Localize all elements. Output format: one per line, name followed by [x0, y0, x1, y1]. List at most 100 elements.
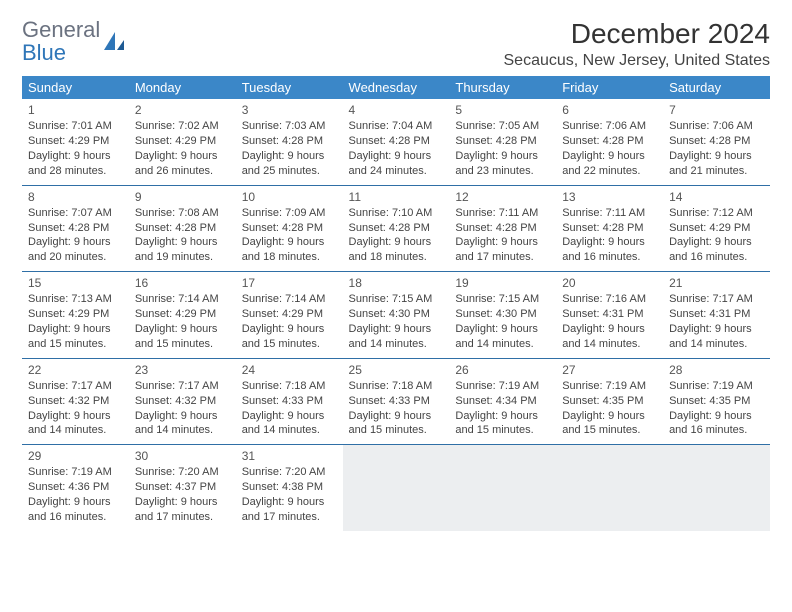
calendar-day-cell: 17Sunrise: 7:14 AMSunset: 4:29 PMDayligh… [236, 272, 343, 359]
sunrise-line: Sunrise: 7:16 AM [562, 292, 657, 307]
calendar-empty-cell [343, 445, 450, 531]
day-number: 19 [455, 275, 550, 291]
sunrise-line: Sunrise: 7:08 AM [135, 206, 230, 221]
sunset-line: Sunset: 4:28 PM [28, 221, 123, 236]
day-number: 30 [135, 448, 230, 464]
calendar-day-cell: 6Sunrise: 7:06 AMSunset: 4:28 PMDaylight… [556, 99, 663, 185]
calendar-day-cell: 15Sunrise: 7:13 AMSunset: 4:29 PMDayligh… [22, 272, 129, 359]
day-number: 8 [28, 189, 123, 205]
day-number: 18 [349, 275, 444, 291]
sunrise-line: Sunrise: 7:01 AM [28, 119, 123, 134]
sunset-line: Sunset: 4:35 PM [669, 394, 764, 409]
day-number: 31 [242, 448, 337, 464]
daylight-line: Daylight: 9 hours and 16 minutes. [669, 235, 764, 265]
sunrise-line: Sunrise: 7:06 AM [562, 119, 657, 134]
sunrise-line: Sunrise: 7:18 AM [242, 379, 337, 394]
sunrise-line: Sunrise: 7:19 AM [28, 465, 123, 480]
sunset-line: Sunset: 4:32 PM [28, 394, 123, 409]
day-number: 11 [349, 189, 444, 205]
title-block: December 2024 Secaucus, New Jersey, Unit… [504, 18, 771, 70]
daylight-line: Daylight: 9 hours and 28 minutes. [28, 149, 123, 179]
daylight-line: Daylight: 9 hours and 16 minutes. [28, 495, 123, 525]
calendar-day-cell: 27Sunrise: 7:19 AMSunset: 4:35 PMDayligh… [556, 358, 663, 445]
sunrise-line: Sunrise: 7:15 AM [349, 292, 444, 307]
day-number: 1 [28, 102, 123, 118]
weekday-header: Thursday [449, 76, 556, 99]
weekday-header: Saturday [663, 76, 770, 99]
day-number: 10 [242, 189, 337, 205]
sunset-line: Sunset: 4:36 PM [28, 480, 123, 495]
calendar-day-cell: 19Sunrise: 7:15 AMSunset: 4:30 PMDayligh… [449, 272, 556, 359]
daylight-line: Daylight: 9 hours and 19 minutes. [135, 235, 230, 265]
daylight-line: Daylight: 9 hours and 15 minutes. [349, 409, 444, 439]
daylight-line: Daylight: 9 hours and 18 minutes. [242, 235, 337, 265]
day-number: 28 [669, 362, 764, 378]
day-number: 24 [242, 362, 337, 378]
daylight-line: Daylight: 9 hours and 24 minutes. [349, 149, 444, 179]
day-number: 23 [135, 362, 230, 378]
sunset-line: Sunset: 4:37 PM [135, 480, 230, 495]
sunset-line: Sunset: 4:28 PM [455, 134, 550, 149]
day-number: 26 [455, 362, 550, 378]
calendar-day-cell: 3Sunrise: 7:03 AMSunset: 4:28 PMDaylight… [236, 99, 343, 185]
sunset-line: Sunset: 4:31 PM [669, 307, 764, 322]
daylight-line: Daylight: 9 hours and 15 minutes. [28, 322, 123, 352]
daylight-line: Daylight: 9 hours and 14 minutes. [242, 409, 337, 439]
logo-sail-icon [102, 30, 128, 52]
day-number: 16 [135, 275, 230, 291]
daylight-line: Daylight: 9 hours and 17 minutes. [242, 495, 337, 525]
calendar-day-cell: 28Sunrise: 7:19 AMSunset: 4:35 PMDayligh… [663, 358, 770, 445]
daylight-line: Daylight: 9 hours and 14 minutes. [562, 322, 657, 352]
day-number: 17 [242, 275, 337, 291]
calendar-day-cell: 14Sunrise: 7:12 AMSunset: 4:29 PMDayligh… [663, 185, 770, 272]
sunrise-line: Sunrise: 7:06 AM [669, 119, 764, 134]
day-number: 7 [669, 102, 764, 118]
calendar-day-cell: 5Sunrise: 7:05 AMSunset: 4:28 PMDaylight… [449, 99, 556, 185]
day-number: 14 [669, 189, 764, 205]
sunrise-line: Sunrise: 7:14 AM [242, 292, 337, 307]
daylight-line: Daylight: 9 hours and 14 minutes. [135, 409, 230, 439]
sunrise-line: Sunrise: 7:11 AM [562, 206, 657, 221]
calendar-week-row: 22Sunrise: 7:17 AMSunset: 4:32 PM Dayligh… [22, 358, 770, 445]
sunset-line: Sunset: 4:35 PM [562, 394, 657, 409]
calendar-day-cell: 25Sunrise: 7:18 AMSunset: 4:33 PMDayligh… [343, 358, 450, 445]
daylight-line: Daylight: 9 hours and 25 minutes. [242, 149, 337, 179]
day-number: 2 [135, 102, 230, 118]
calendar-day-cell: 26Sunrise: 7:19 AMSunset: 4:34 PMDayligh… [449, 358, 556, 445]
sunset-line: Sunset: 4:30 PM [455, 307, 550, 322]
calendar-week-row: 8Sunrise: 7:07 AMSunset: 4:28 PMDaylight… [22, 185, 770, 272]
day-number: 6 [562, 102, 657, 118]
daylight-line: Daylight: 9 hours and 22 minutes. [562, 149, 657, 179]
logo-line2: Blue [22, 40, 66, 65]
sunrise-line: Sunrise: 7:03 AM [242, 119, 337, 134]
calendar-week-row: 1Sunrise: 7:01 AMSunset: 4:29 PMDaylight… [22, 99, 770, 185]
day-number: 27 [562, 362, 657, 378]
sunset-line: Sunset: 4:29 PM [28, 307, 123, 322]
weekday-header: Monday [129, 76, 236, 99]
calendar-empty-cell [663, 445, 770, 531]
sunset-line: Sunset: 4:29 PM [28, 134, 123, 149]
calendar-day-cell: 1Sunrise: 7:01 AMSunset: 4:29 PMDaylight… [22, 99, 129, 185]
daylight-line: Daylight: 9 hours and 16 minutes. [562, 235, 657, 265]
calendar-day-cell: 12Sunrise: 7:11 AMSunset: 4:28 PMDayligh… [449, 185, 556, 272]
sunset-line: Sunset: 4:33 PM [242, 394, 337, 409]
sunset-line: Sunset: 4:34 PM [455, 394, 550, 409]
sunrise-line: Sunrise: 7:18 AM [349, 379, 444, 394]
day-number: 21 [669, 275, 764, 291]
sunset-line: Sunset: 4:29 PM [669, 221, 764, 236]
sunrise-line: Sunrise: 7:20 AM [135, 465, 230, 480]
sunrise-line: Sunrise: 7:05 AM [455, 119, 550, 134]
daylight-line: Daylight: 9 hours and 17 minutes. [135, 495, 230, 525]
sunrise-line: Sunrise: 7:04 AM [349, 119, 444, 134]
sunrise-line: Sunrise: 7:07 AM [28, 206, 123, 221]
sunset-line: Sunset: 4:28 PM [135, 221, 230, 236]
daylight-line: Daylight: 9 hours and 15 minutes. [242, 322, 337, 352]
sunrise-line: Sunrise: 7:17 AM [28, 379, 123, 394]
sunrise-line: Sunrise: 7:12 AM [669, 206, 764, 221]
sunrise-line: Sunrise: 7:13 AM [28, 292, 123, 307]
sunrise-line: Sunrise: 7:19 AM [455, 379, 550, 394]
daylight-line: Daylight: 9 hours and 15 minutes. [562, 409, 657, 439]
calendar-day-cell: 30Sunrise: 7:20 AMSunset: 4:37 PMDayligh… [129, 445, 236, 531]
day-number: 13 [562, 189, 657, 205]
day-number: 22 [28, 362, 123, 378]
